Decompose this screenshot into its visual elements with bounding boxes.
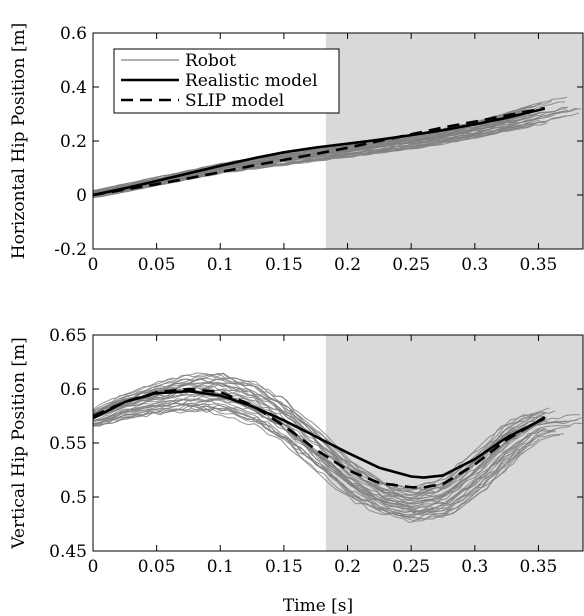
y-axis-label: Vertical Hip Position [m] xyxy=(9,337,29,550)
y-tick-labels: -0.2 0 0.2 0.4 0.6 xyxy=(54,24,87,260)
x-tick-label: 0.35 xyxy=(520,557,558,577)
x-tick-label: 0.2 xyxy=(334,557,361,577)
realistic-model-line xyxy=(92,107,546,197)
chart-horizontal-hip: 0 0.05 0.1 0.15 0.2 0.25 0.3 0.35 -0.200.20.40.… xyxy=(9,23,584,275)
x-tick-label: 0.15 xyxy=(265,255,303,275)
model-series xyxy=(92,387,546,489)
x-tick-label: 0 xyxy=(88,557,99,577)
x-tick-label: 0.05 xyxy=(138,255,176,275)
y-tick-labels: 0.45 0.5 0.55 0.6 0.65 xyxy=(49,326,87,562)
y-tick-label: -0.2 xyxy=(54,240,87,260)
x-tick-label: 0.35 xyxy=(520,255,558,275)
robot-trial-line xyxy=(92,109,569,197)
y-tick-label: 0.6 xyxy=(60,24,87,44)
x-tick-label: 0.25 xyxy=(392,255,430,275)
tick-marks xyxy=(92,334,583,552)
slip-model-line xyxy=(92,387,546,489)
tick-marks xyxy=(92,32,583,250)
robot-trial-line xyxy=(92,372,533,490)
robot-trial-line xyxy=(93,372,546,491)
y-tick-label: 0.45 xyxy=(49,542,87,562)
y-tick-label: 0.55 xyxy=(49,434,87,454)
x-axis-label: Time [s] xyxy=(283,596,353,616)
x-tick-label: 0 xyxy=(88,255,99,275)
y-tick-label: 0.65 xyxy=(49,326,87,346)
shaded-region xyxy=(325,335,583,551)
y-axis-label: Horizontal Hip Position [m] xyxy=(9,23,29,260)
legend-label-robot: Robot xyxy=(185,51,236,71)
y-tick-label: 0.2 xyxy=(60,132,87,152)
robot-trial-line xyxy=(92,407,524,520)
y-tick-label: 0.6 xyxy=(60,380,87,400)
legend: Robot Realistic model SLIP model xyxy=(113,48,340,114)
y-tick-label: 0 xyxy=(76,186,87,206)
y-tick-label: 0.4 xyxy=(60,78,87,98)
x-tick-label: 0.3 xyxy=(461,255,488,275)
robot-trial-line xyxy=(92,404,556,519)
robot-trial-line xyxy=(92,377,517,494)
robot-trial-line xyxy=(92,394,543,511)
x-tick-label: 0.1 xyxy=(207,255,234,275)
robot-trial-line xyxy=(92,405,540,520)
robot-trial-line xyxy=(92,122,528,197)
legend-label-realistic: Realistic model xyxy=(185,71,318,91)
legend-label-slip: SLIP model xyxy=(185,91,284,111)
robot-trials xyxy=(92,96,582,199)
x-tick-label: 0.3 xyxy=(461,557,488,577)
robot-trial-line xyxy=(92,372,550,489)
model-series xyxy=(92,106,546,197)
chart-vertical-hip: 0 0.05 0.1 0.15 0.2 0.25 0.3 0.35 0.450.50.550.… xyxy=(9,326,584,616)
x-tick-labels: 0 0.05 0.1 0.15 0.2 0.25 0.3 0.35 xyxy=(88,557,558,577)
x-tick-label: 0.25 xyxy=(392,557,430,577)
x-tick-label: 0.15 xyxy=(265,557,303,577)
x-tick-label: 0.05 xyxy=(138,557,176,577)
x-tick-label: 0.2 xyxy=(334,255,361,275)
x-tick-label: 0.1 xyxy=(207,557,234,577)
x-tick-labels: 0 0.05 0.1 0.15 0.2 0.25 0.3 0.35 xyxy=(88,255,558,275)
robot-trial-line xyxy=(92,374,536,492)
y-tick-label: 0.5 xyxy=(60,488,87,508)
realistic-model-line xyxy=(92,389,546,479)
